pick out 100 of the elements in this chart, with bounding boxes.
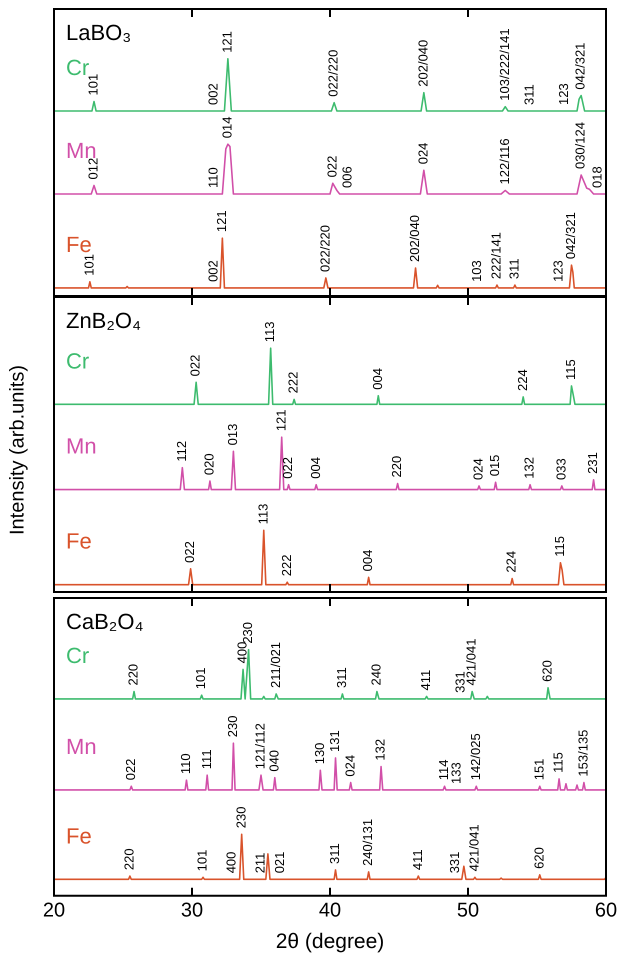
annotation: 115 [552, 536, 568, 557]
x-tick-label: 50 [456, 899, 480, 922]
annotation: 122/116 [496, 138, 512, 184]
annotation: 004 [308, 457, 323, 479]
annotation: 110 [178, 753, 194, 774]
annotation: 024 [415, 142, 430, 164]
annotation: 123 [556, 83, 572, 105]
series-label: Mn [66, 434, 97, 459]
annotation: 014 [219, 116, 234, 138]
annotation: 115 [550, 752, 566, 773]
series-label: Cr [66, 642, 90, 668]
chart-title: LaBO₃ [66, 20, 132, 45]
annotation: 101 [194, 850, 210, 872]
annotation: 022 [122, 758, 138, 780]
annotation: 121 [273, 409, 288, 432]
annotation: 620 [531, 847, 546, 869]
annotation: 620 [540, 660, 555, 682]
annotation: 040 [266, 750, 282, 772]
annotation: 132 [372, 738, 388, 761]
x-tick-label: 40 [318, 899, 342, 922]
annotation: 202/040 [415, 40, 430, 87]
series-label: Fe [66, 528, 92, 554]
annotation: 022 [182, 541, 198, 563]
annotation: 132 [522, 457, 537, 479]
annotation: 022/220 [326, 50, 341, 97]
annotation: 222 [286, 372, 301, 394]
annotation: 211 [252, 852, 268, 874]
annotation: 042/321 [563, 212, 578, 260]
annotation: 002 [206, 83, 221, 105]
annotation: 115 [563, 359, 578, 380]
annotation: 411 [410, 849, 425, 870]
annotation: 224 [504, 550, 519, 573]
annotation: 220 [126, 664, 141, 686]
annotation: 013 [224, 424, 240, 446]
y-axis-title: Intensity (arb.units) [6, 364, 30, 536]
annotation: 006 [340, 166, 355, 188]
annotation: 240 [368, 664, 384, 686]
annotation: 231 [585, 452, 600, 474]
x-tick-label: 60 [594, 899, 618, 922]
annotation: 133 [448, 762, 464, 784]
annotation: 022 [188, 354, 203, 376]
annotation: 033 [553, 458, 568, 480]
annotation: 114 [436, 760, 452, 780]
annotation: 222 [278, 554, 294, 576]
annotation: 101 [81, 254, 96, 276]
annotation: 110 [206, 167, 221, 188]
series-label: Cr [66, 348, 90, 374]
series-label: Mn [66, 734, 97, 759]
annotation: 224 [514, 369, 530, 391]
annotation: 103/222/141 [496, 28, 512, 101]
x-axis-title: 2θ (degree) [276, 930, 384, 954]
annotation: 202/040 [407, 215, 422, 262]
annotation: 015 [487, 454, 502, 476]
annotation: 311 [522, 84, 537, 105]
annotation: 240/131 [360, 818, 376, 866]
annotation: 311 [506, 258, 522, 280]
annotation: 331 [447, 852, 462, 874]
series-label: Fe [66, 823, 92, 848]
annotation: 113 [262, 321, 278, 342]
annotation: 103 [469, 260, 484, 282]
annotation: 024 [470, 458, 486, 480]
annotation: 002 [206, 260, 221, 282]
annotation: 211/021 [268, 642, 283, 688]
annotation: 222/141 [488, 232, 504, 280]
annotation: 020 [202, 453, 217, 476]
annotation: 004 [370, 368, 385, 390]
chart-title: CaB₂O₄ [66, 609, 144, 634]
annotation: 311 [327, 843, 342, 864]
annotation: 018 [589, 166, 604, 188]
annotation: 030/124 [572, 122, 588, 170]
annotation: 121/112 [252, 723, 268, 770]
x-tick-label: 30 [180, 899, 204, 922]
annotation: 121 [219, 31, 234, 53]
annotation: 121 [214, 210, 229, 232]
series-label: Fe [66, 232, 92, 257]
annotation: 151 [531, 758, 546, 780]
annotation: 004 [360, 550, 376, 572]
annotation: 220 [121, 848, 136, 870]
annotation: 022/220 [317, 224, 332, 272]
annotation: 311 [334, 667, 349, 688]
chart-title: ZnB₂O₄ [66, 308, 141, 333]
annotation: 022 [324, 156, 340, 178]
annotation: 220 [389, 456, 404, 478]
annotation: 230 [233, 806, 248, 828]
annotation: 411 [418, 670, 434, 690]
annotation: 111 [198, 749, 214, 770]
annotation: 123 [550, 260, 566, 282]
annotation: 012 [86, 158, 101, 180]
annotation: 400 [224, 852, 239, 874]
annotation: 130 [312, 742, 327, 764]
annotation: 153/135 [576, 730, 590, 777]
annotation: 022 [280, 457, 296, 479]
annotation: 131 [327, 730, 342, 752]
annotation: 042/321 [572, 42, 588, 90]
annotation: 230 [224, 716, 240, 738]
annotation: 400 [234, 642, 250, 664]
annotation: 112 [174, 440, 189, 462]
annotation: 142/025 [468, 733, 483, 780]
annotation: 101 [193, 668, 208, 690]
annotation: 024 [342, 754, 358, 777]
